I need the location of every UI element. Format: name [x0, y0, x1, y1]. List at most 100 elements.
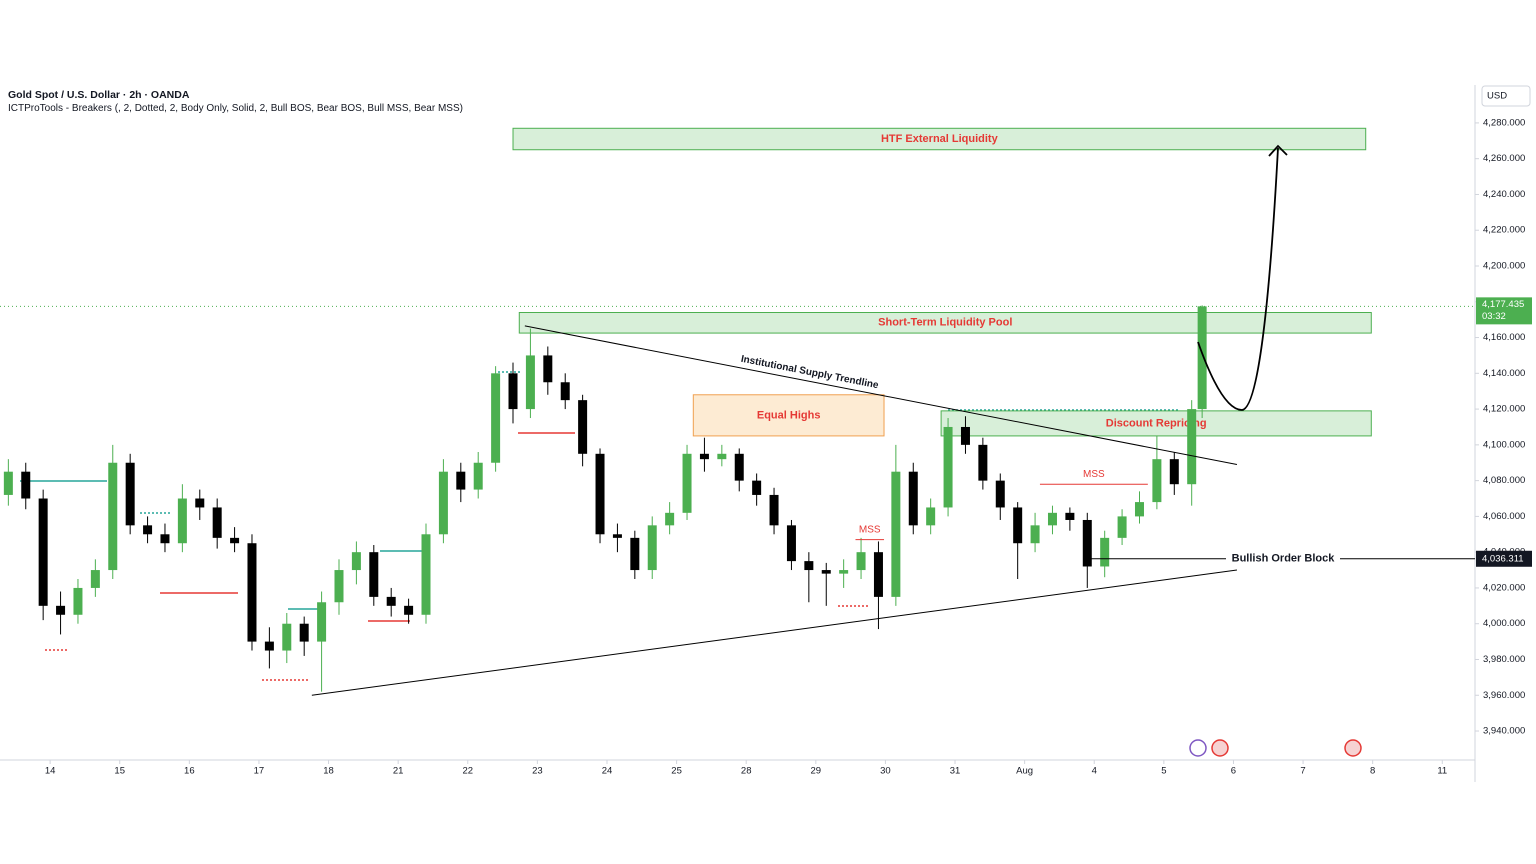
candle-body: [1065, 512, 1075, 520]
candle-body: [1187, 409, 1197, 485]
candle-body: [1082, 519, 1092, 567]
candle-body: [1117, 516, 1127, 538]
event-icon[interactable]: [1344, 739, 1362, 757]
y-tick-label: 4,060.000: [1483, 511, 1525, 522]
candle-body: [369, 552, 379, 597]
candle-body: [473, 462, 483, 490]
currency-box[interactable]: [1481, 85, 1531, 107]
candle-body: [282, 623, 292, 651]
candle-body: [578, 400, 588, 454]
candle-body: [177, 498, 187, 544]
x-tick-label: 18: [323, 766, 334, 777]
y-tick-label: 4,100.000: [1483, 439, 1525, 450]
y-tick-label: 4,240.000: [1483, 189, 1525, 200]
candle-body: [1047, 512, 1057, 526]
zone: [518, 312, 1372, 334]
candle-body: [438, 471, 448, 535]
candle-body: [734, 453, 744, 481]
order-block-label-bg: [1226, 550, 1340, 567]
x-tick-label: 24: [602, 766, 613, 777]
candle-body: [508, 373, 518, 410]
candle-body: [21, 471, 31, 499]
event-icon[interactable]: [1189, 739, 1207, 757]
x-tick-label: 28: [741, 766, 752, 777]
candle-body: [821, 570, 831, 574]
last-price-box: [1476, 297, 1532, 325]
x-tick-label: 30: [880, 766, 891, 777]
candle-body: [595, 453, 605, 535]
x-tick-label: 8: [1370, 766, 1375, 777]
x-tick-label: 29: [811, 766, 822, 777]
projection-path: [1197, 147, 1279, 411]
candle-body: [839, 570, 849, 574]
candle-body: [647, 525, 657, 571]
candle-body: [1134, 502, 1144, 517]
candle-body: [264, 641, 274, 651]
x-tick-label: 11: [1437, 766, 1447, 777]
last-price: 4,177.435: [1482, 299, 1524, 310]
x-tick-label: 7: [1300, 766, 1305, 777]
zone: [940, 410, 1372, 437]
zone-label: Short-Term Liquidity Pool: [878, 317, 1012, 329]
x-tick-label: 5: [1161, 766, 1166, 777]
candle-body: [247, 543, 257, 642]
x-tick-label: 25: [671, 766, 682, 777]
candle-body: [125, 462, 135, 526]
candle-body: [1152, 459, 1162, 503]
candle-body: [143, 525, 153, 535]
candle-body: [908, 471, 918, 526]
y-tick-label: 4,260.000: [1483, 153, 1525, 164]
candle-body: [786, 525, 796, 562]
order-block-price-box: [1476, 550, 1532, 567]
candle-body: [1169, 459, 1179, 485]
plot-area: HTF External Liquidity Short-Term Liquidi…: [0, 127, 1475, 696]
event-icon[interactable]: [1211, 739, 1229, 757]
y-tick-label: 3,960.000: [1483, 690, 1525, 701]
candle-body: [717, 453, 727, 460]
trendline: [311, 569, 1238, 696]
candle-body: [334, 570, 344, 603]
x-tick-label: Aug: [1016, 766, 1033, 777]
candle-body: [525, 355, 535, 410]
x-tick-label: 6: [1231, 766, 1236, 777]
candle-body: [108, 462, 118, 571]
y-tick-label: 4,160.000: [1483, 332, 1525, 343]
projection-arrowhead: [1268, 144, 1288, 157]
candle-body: [299, 623, 309, 642]
candle-body: [421, 534, 431, 615]
y-tick-label: 4,080.000: [1483, 475, 1525, 486]
candle-body: [769, 494, 779, 526]
zone-label: Equal Highs: [757, 409, 821, 421]
candle-body: [1100, 537, 1110, 567]
candle-body: [212, 507, 222, 538]
y-tick-label: 3,940.000: [1483, 726, 1525, 737]
candle-body: [491, 373, 501, 463]
x-tick-label: 4: [1092, 766, 1097, 777]
candle-body: [351, 552, 361, 571]
symbol-title: Gold Spot / U.S. Dollar · 2h · OANDA: [8, 89, 190, 101]
candle-body: [612, 534, 622, 538]
y-tick-label: 4,280.000: [1483, 117, 1525, 128]
candle-body: [891, 471, 901, 597]
candle-body: [73, 587, 83, 615]
candle-body: [943, 426, 953, 508]
x-tick-label: 31: [950, 766, 961, 777]
candle-body: [960, 426, 970, 445]
x-tick-label: 22: [462, 766, 473, 777]
zone: [512, 127, 1367, 151]
zone-label: Discount Repricing: [1106, 417, 1207, 429]
currency: USD: [1487, 91, 1507, 102]
candle-body: [404, 605, 414, 615]
candle-body: [317, 602, 327, 642]
y-tick-label: 4,140.000: [1483, 368, 1525, 379]
candle-body: [752, 480, 762, 495]
zone-label: HTF External Liquidity: [881, 133, 999, 145]
candle-body: [1030, 525, 1040, 544]
candle-body: [665, 512, 675, 526]
candle-body: [195, 498, 205, 508]
candle-body: [682, 453, 692, 513]
candle-body: [386, 596, 396, 606]
candle-body: [456, 471, 466, 490]
candle-body: [873, 552, 883, 597]
